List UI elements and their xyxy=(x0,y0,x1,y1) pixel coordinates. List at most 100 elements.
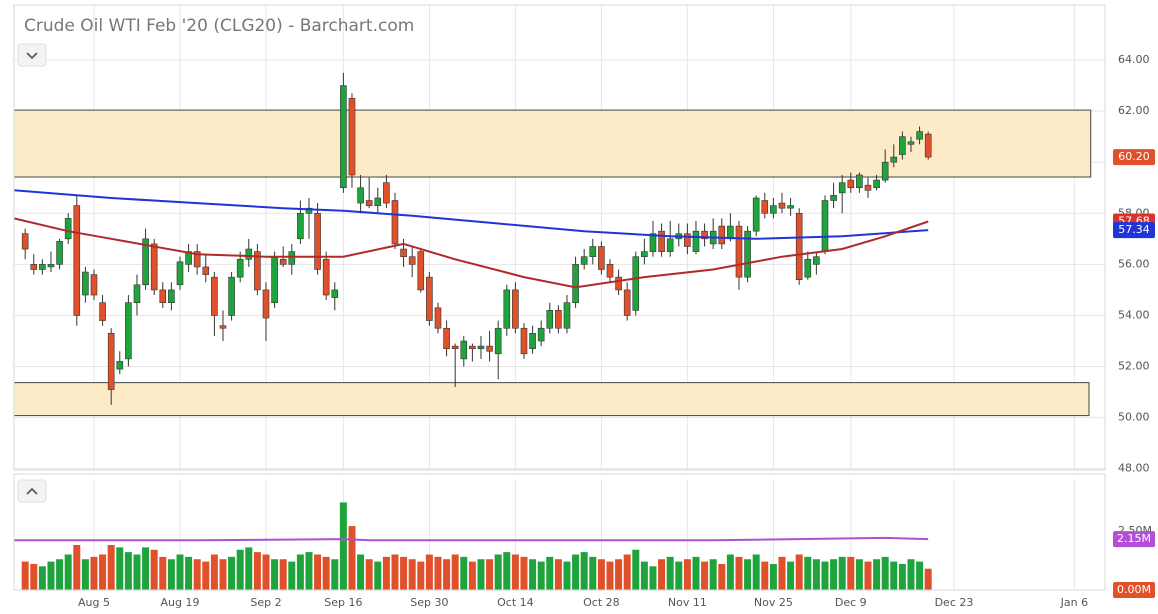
y-tick-label: 64.00 xyxy=(1118,53,1150,66)
candle-body xyxy=(73,205,81,316)
zone xyxy=(13,382,1090,417)
price-label-box xyxy=(1113,582,1155,598)
volume-bar xyxy=(21,561,29,590)
candle-body xyxy=(176,261,184,286)
candle-body xyxy=(297,212,304,240)
candle-body xyxy=(589,246,597,258)
candle-body xyxy=(383,182,390,204)
candle-body xyxy=(365,200,373,206)
candle-body xyxy=(47,264,55,268)
candle-body xyxy=(684,233,691,247)
volume-bar xyxy=(623,554,631,590)
expand-button[interactable] xyxy=(17,479,47,503)
candle-body xyxy=(185,251,192,265)
candle-body xyxy=(443,327,450,349)
candle-body xyxy=(245,248,253,260)
volume-bar xyxy=(675,561,683,590)
candle-body xyxy=(658,230,665,252)
volume-bar xyxy=(838,556,846,590)
candle-body xyxy=(907,141,915,145)
volume-bar xyxy=(830,559,838,590)
volume-bar xyxy=(322,556,330,590)
volume-bar xyxy=(305,552,313,590)
volume-bar xyxy=(855,559,863,590)
x-tick-label: Oct 28 xyxy=(583,596,620,609)
candle-body xyxy=(434,307,442,329)
price-label-box xyxy=(1113,531,1155,548)
candle-body xyxy=(580,256,588,265)
volume-bar xyxy=(529,559,537,590)
candle-body xyxy=(340,85,347,189)
candle-body xyxy=(529,333,536,349)
y-tick-label: 56.00 xyxy=(1118,257,1150,270)
x-tick-label: Sep 30 xyxy=(410,596,448,609)
candle-body xyxy=(374,197,382,206)
candle-body xyxy=(649,233,657,252)
volume-bar xyxy=(726,554,734,590)
candle-body xyxy=(460,340,468,360)
volume-bar xyxy=(658,559,666,590)
candle-body xyxy=(56,241,63,265)
volume-bar xyxy=(296,554,304,590)
candle-body xyxy=(254,251,261,291)
candle-body xyxy=(520,327,528,355)
volume-bar xyxy=(339,502,347,590)
volume-bar xyxy=(821,561,829,590)
volume-bar xyxy=(683,559,691,590)
x-tick-label: Oct 14 xyxy=(497,596,534,609)
candle-body xyxy=(701,230,708,240)
x-tick-label: Aug 19 xyxy=(160,596,199,609)
candle-body xyxy=(838,182,846,194)
candle-body xyxy=(391,200,399,245)
volume-bar xyxy=(632,549,640,590)
candle-body xyxy=(563,302,571,329)
volume-bar xyxy=(30,563,38,590)
volume-bar xyxy=(245,547,253,590)
price-label: 2.15M xyxy=(1117,532,1151,545)
y-tick-label: 48.00 xyxy=(1118,462,1150,475)
moving-average-line xyxy=(13,189,929,240)
volume-bar xyxy=(116,547,124,590)
moving-average-line xyxy=(13,217,929,289)
candle-body xyxy=(666,238,674,252)
candle-body xyxy=(322,258,330,296)
volume-bar xyxy=(812,559,820,590)
moving-average-line xyxy=(14,536,929,542)
y-tick-label: 52.00 xyxy=(1118,360,1150,373)
y-tick-label: 50.00 xyxy=(1118,411,1150,424)
candle-body xyxy=(881,161,889,181)
price-label-box xyxy=(1113,222,1155,239)
candle-body xyxy=(752,197,760,232)
volume-bar xyxy=(185,556,193,590)
volume-bar xyxy=(486,559,494,590)
candle-body xyxy=(632,256,640,311)
volume-bar xyxy=(692,556,700,590)
candle-body xyxy=(503,289,511,329)
candle-body xyxy=(916,131,923,140)
volume-bar xyxy=(718,563,726,590)
x-tick-label: Sep 2 xyxy=(250,596,281,609)
volume-bar xyxy=(924,568,932,590)
volume-bar xyxy=(400,556,408,590)
volume-bar xyxy=(554,559,562,590)
candle-body xyxy=(795,212,803,281)
price-label: 57.34 xyxy=(1118,223,1150,236)
volume-bar xyxy=(107,545,115,590)
volume-bar xyxy=(374,561,382,590)
candle-body xyxy=(890,156,898,163)
candle-body xyxy=(813,256,820,265)
x-tick-label: Dec 9 xyxy=(835,596,867,609)
volume-bar xyxy=(99,554,107,590)
candle-body xyxy=(451,345,459,349)
volume-bar xyxy=(640,561,648,590)
price-label-box xyxy=(1113,149,1155,166)
collapse-button[interactable] xyxy=(17,43,47,67)
candle-body xyxy=(761,200,769,214)
zone-layer xyxy=(13,109,1092,417)
volume-bar xyxy=(468,561,476,590)
candle-body xyxy=(856,174,863,189)
candle-body xyxy=(142,238,149,286)
candle-body xyxy=(168,289,175,303)
volume-bar xyxy=(443,559,451,590)
